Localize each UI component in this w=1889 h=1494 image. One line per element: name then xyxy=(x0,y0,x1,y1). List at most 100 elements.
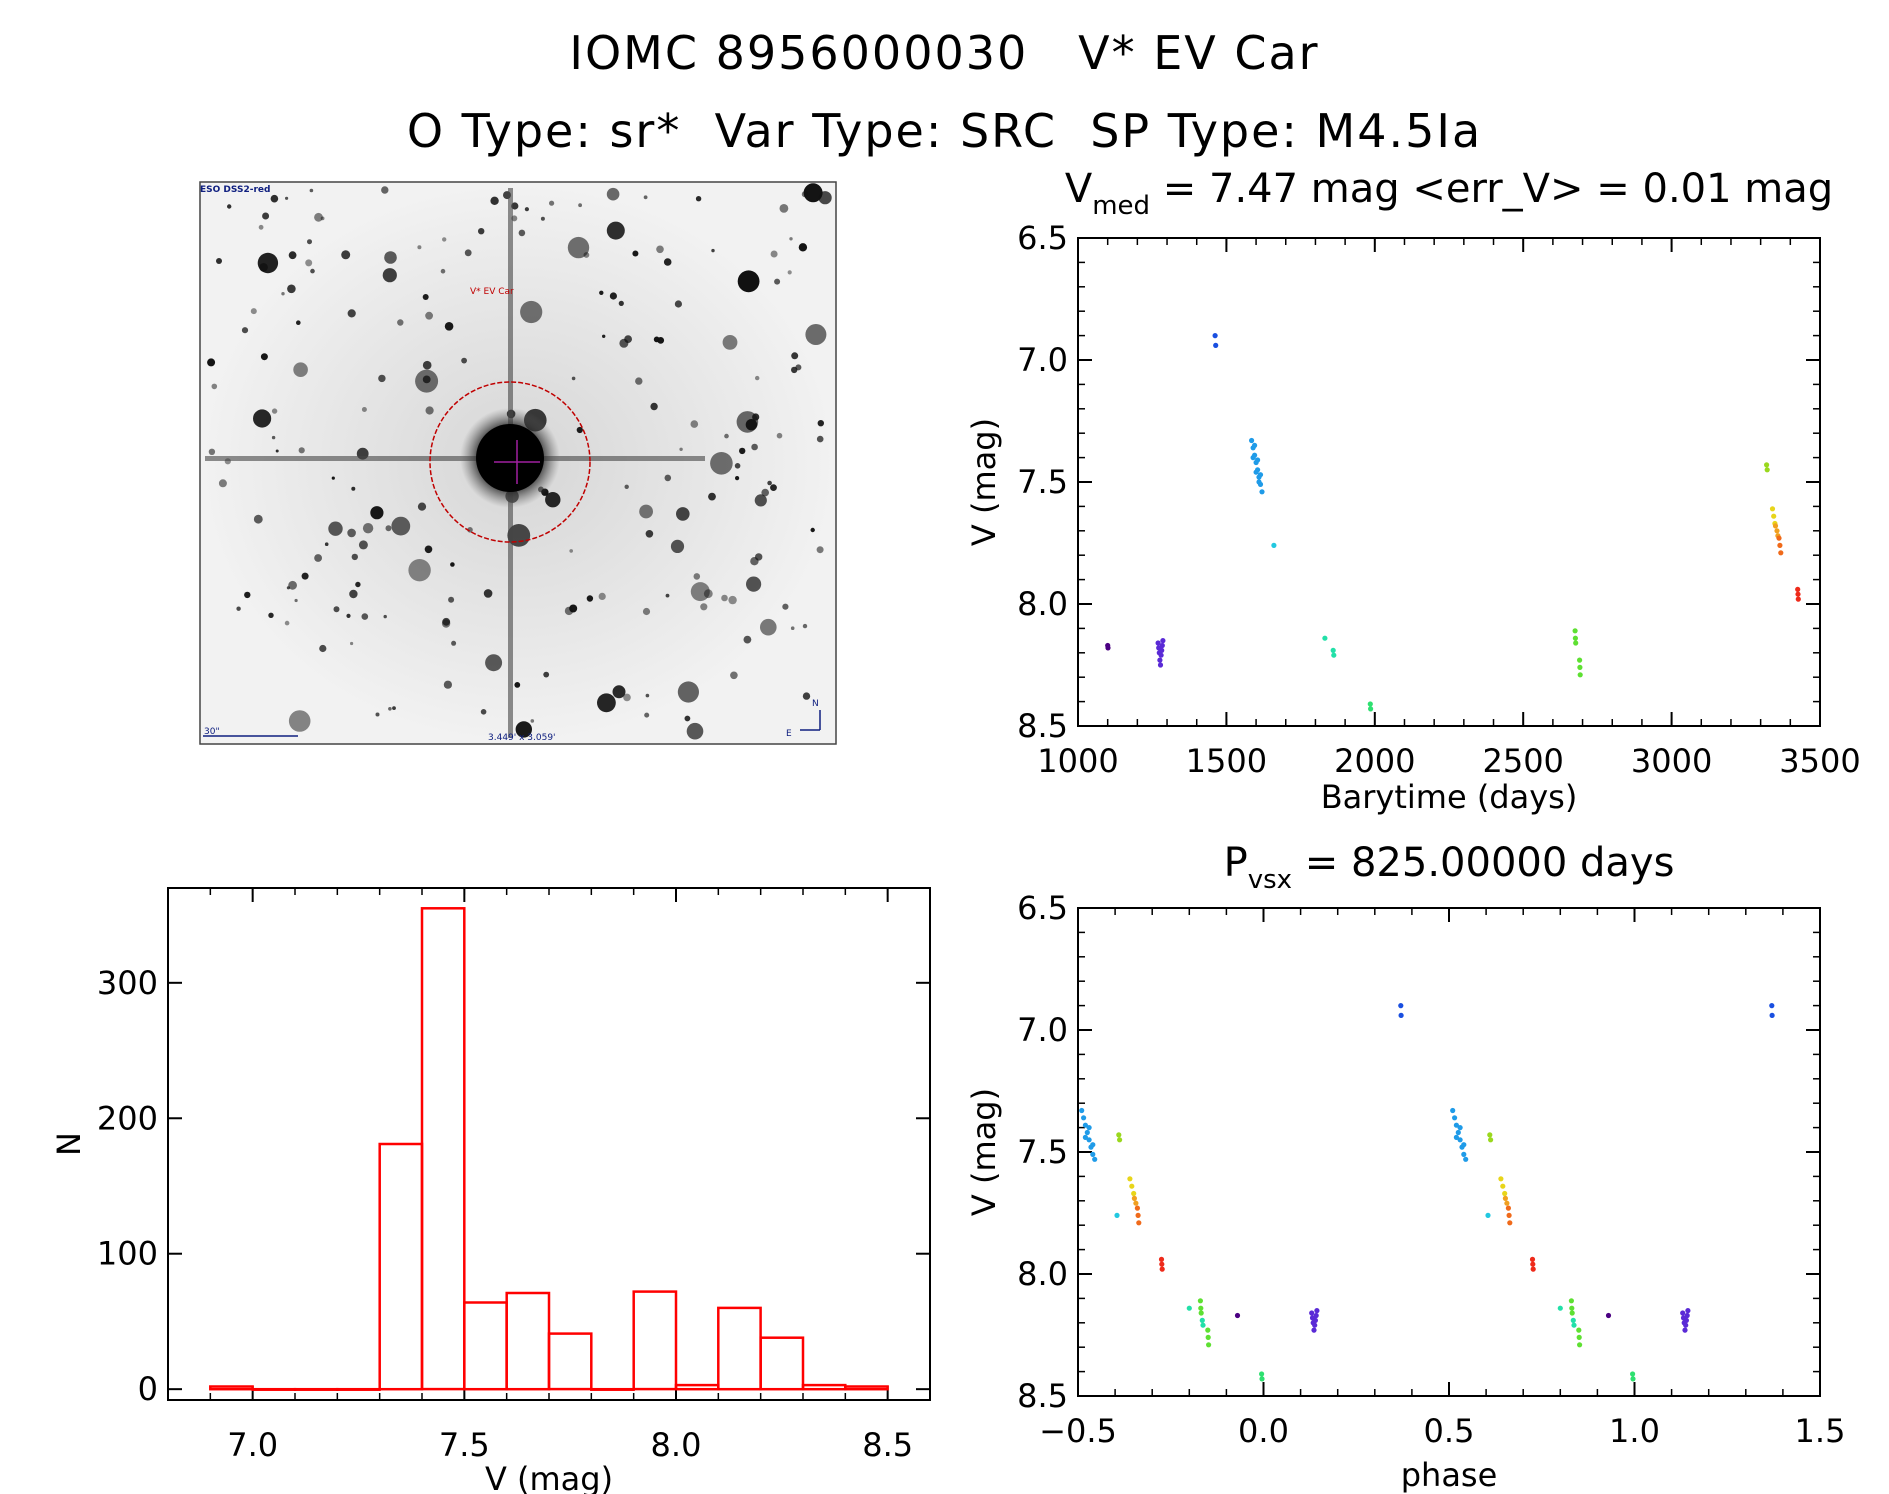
sky-star xyxy=(448,596,455,603)
data-point xyxy=(1330,647,1336,654)
sky-star xyxy=(816,546,824,554)
sky-star xyxy=(567,236,590,259)
sky-star xyxy=(670,539,685,554)
lightcurve-ticks: 1000 1500 2000 2500 3000 3500 6.5 7.0 7.5 8.0 8.5 xyxy=(1017,219,1861,780)
sky-star xyxy=(776,432,783,439)
sky-star xyxy=(271,408,278,414)
sky-star xyxy=(665,593,670,598)
data-point xyxy=(1271,542,1277,549)
x-tick-label: 1000 xyxy=(1037,742,1118,780)
sky-star xyxy=(514,682,521,688)
sky-star xyxy=(730,671,738,680)
sky-star xyxy=(314,554,322,562)
data-point xyxy=(1116,1132,1122,1138)
data-point xyxy=(1135,1212,1141,1218)
histogram-ticks: 7.0 7.5 8.0 8.5 0 100 200 300 xyxy=(97,888,931,1464)
sky-image-panel: ESO DSS2-red V* EV Car 30" 3.449' x 3.05… xyxy=(199,181,837,745)
x-tick-label: 1500 xyxy=(1186,742,1267,780)
sky-star xyxy=(644,712,650,718)
data-point xyxy=(1776,535,1782,541)
data-point xyxy=(1213,342,1219,348)
y-tick-label: 0 xyxy=(138,1370,158,1408)
sky-star xyxy=(810,527,815,533)
sky-star xyxy=(722,335,738,350)
sky-star xyxy=(801,191,809,198)
sky-star xyxy=(728,595,737,605)
lightcurve-title: Vmed = 7.47 mag <err_V> = 0.01 mag xyxy=(1065,166,1833,221)
data-point xyxy=(1569,1305,1575,1311)
data-point xyxy=(1197,1298,1203,1304)
sky-star xyxy=(774,278,781,285)
sky-star xyxy=(569,549,573,553)
data-point xyxy=(1205,1327,1211,1333)
lightcurve-frame xyxy=(1077,237,1821,727)
data-point xyxy=(1573,640,1579,646)
chart-title-line2: O Type: sr* Var Type: SRC SP Type: M4.5I… xyxy=(406,104,1483,158)
histogram-bar xyxy=(463,1301,508,1391)
sky-star xyxy=(734,463,741,469)
data-point xyxy=(1082,1122,1088,1128)
sky-star xyxy=(211,383,218,390)
data-point xyxy=(1259,489,1265,495)
sky-star xyxy=(253,514,263,524)
sky-star xyxy=(598,592,606,601)
sky-star xyxy=(650,402,658,411)
sky-star xyxy=(755,375,760,381)
sky-star xyxy=(268,612,274,618)
data-point xyxy=(1487,1132,1493,1138)
data-point xyxy=(1772,523,1779,529)
y-tick-label: 100 xyxy=(97,1235,158,1273)
histogram-bar xyxy=(717,1306,762,1391)
x-tick-label: 1.0 xyxy=(1609,1412,1660,1450)
data-point xyxy=(1605,1312,1612,1319)
sky-star xyxy=(383,614,387,619)
data-point xyxy=(1764,462,1770,468)
data-point xyxy=(1461,1142,1467,1148)
object-label: V* EV Car xyxy=(470,287,514,297)
sky-star xyxy=(464,249,472,257)
sky-star xyxy=(358,540,368,550)
sky-star xyxy=(803,183,823,203)
data-point xyxy=(1199,1317,1205,1323)
y-tick-label: 8.0 xyxy=(1017,1255,1068,1293)
data-point xyxy=(1530,1261,1536,1267)
data-point xyxy=(1198,1310,1204,1316)
data-point xyxy=(1367,701,1373,707)
data-point xyxy=(1157,657,1163,663)
sky-star xyxy=(674,300,683,308)
data-point xyxy=(1457,1137,1463,1143)
sky-star xyxy=(296,320,301,326)
sky-star xyxy=(349,589,358,599)
y-tick-label: 8.0 xyxy=(1017,585,1068,623)
data-point xyxy=(1795,586,1801,593)
y-tick-label: 7.5 xyxy=(1017,1133,1068,1171)
sky-star xyxy=(307,239,312,245)
sky-star xyxy=(351,486,356,491)
data-point xyxy=(1530,1266,1536,1272)
sky-star xyxy=(791,352,799,360)
sky-star xyxy=(218,479,227,488)
data-point xyxy=(1117,1137,1123,1143)
sky-star xyxy=(635,377,643,385)
phased-ylabel: V (mag) xyxy=(965,1088,1003,1216)
sky-star xyxy=(324,542,329,546)
data-point xyxy=(1234,1312,1241,1319)
sky-star xyxy=(422,294,429,300)
data-point xyxy=(1259,1376,1265,1382)
sky-star xyxy=(686,722,704,740)
data-point xyxy=(1455,1129,1461,1136)
sky-star xyxy=(319,644,327,653)
data-point xyxy=(1158,652,1164,658)
data-point xyxy=(1485,1212,1491,1218)
sky-star xyxy=(346,613,351,619)
target-circle xyxy=(429,381,591,543)
sky-star xyxy=(642,607,651,616)
sky-star xyxy=(287,284,296,294)
sky-star xyxy=(679,447,683,451)
sky-star xyxy=(301,572,309,580)
data-point xyxy=(1127,1176,1133,1182)
sky-star xyxy=(370,506,384,520)
sky-star xyxy=(424,545,433,554)
data-point xyxy=(1253,469,1259,475)
sky-star xyxy=(397,319,404,326)
